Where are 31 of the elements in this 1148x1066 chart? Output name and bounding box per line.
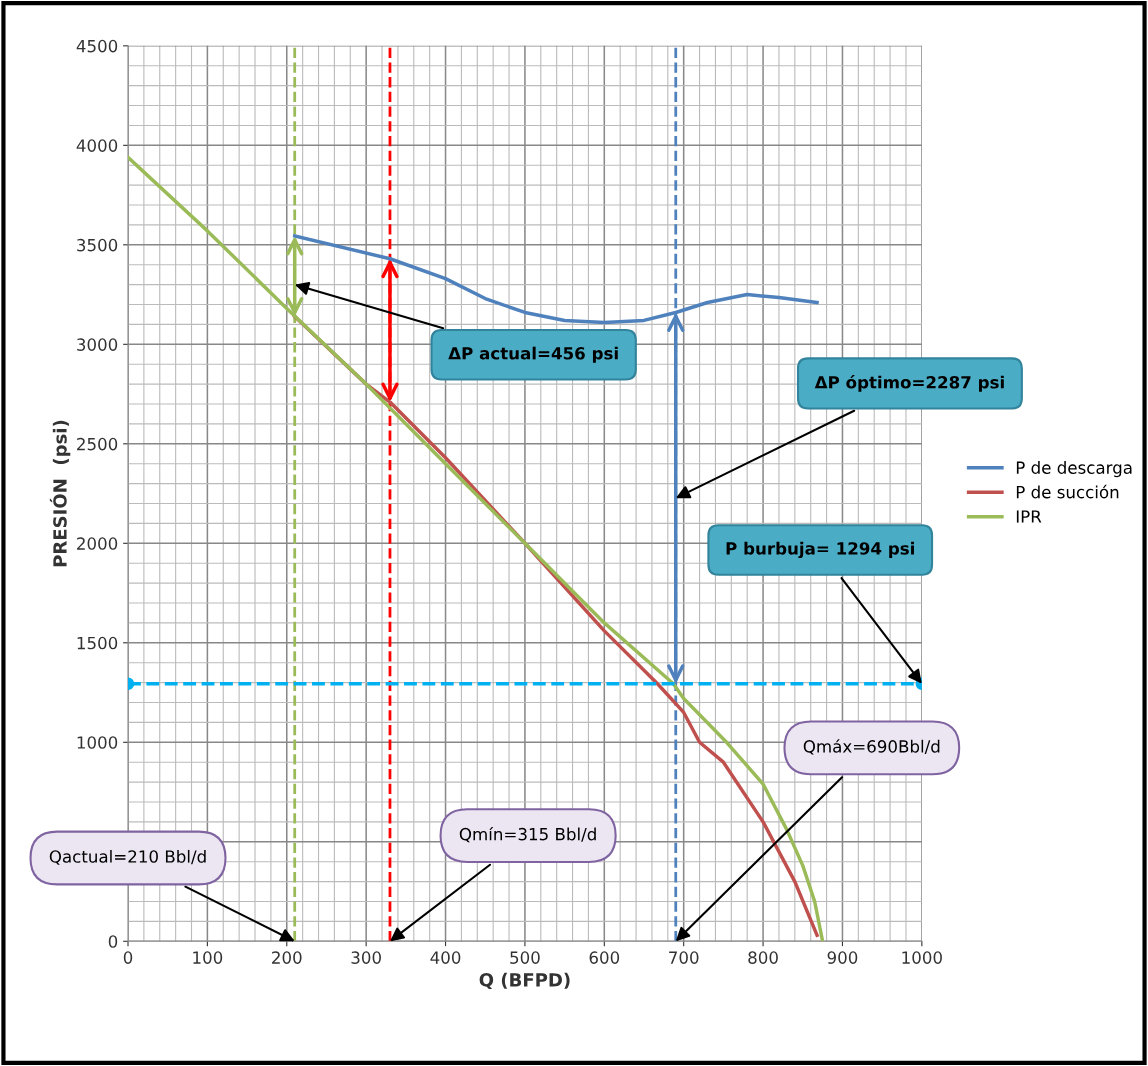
y-axis-title: PRESIÓN (psi) <box>49 420 71 567</box>
x-tick-label: 900 <box>827 951 858 964</box>
annotation: Qactual=210 Bbl/d <box>49 849 206 865</box>
annotation: Qmáx=690Bbl/d <box>803 739 940 755</box>
legend-label: P de succión <box>1016 484 1119 499</box>
y-tick-label: 3500 <box>77 238 118 252</box>
x-tick-label: 500 <box>510 951 540 964</box>
y-tick-label: 4500 <box>76 39 118 53</box>
legend-label: P de descarga <box>1016 461 1132 478</box>
x-axis-title: Q (BFPD) <box>479 972 570 990</box>
y-tick-label: 3000 <box>77 338 118 351</box>
y-tick-label: 1000 <box>77 736 118 749</box>
x-tick-label: 700 <box>669 951 699 964</box>
x-tick-label: 100 <box>193 951 223 964</box>
x-tick-label: 200 <box>272 951 302 964</box>
annotation: ΔP óptimo=2287 psi <box>814 375 1004 392</box>
y-tick-label: 1500 <box>77 636 118 650</box>
legend-label: IPR <box>1016 510 1042 523</box>
x-tick-label: 0 <box>123 951 133 964</box>
annotation: Qmín=315 Bbl/d <box>459 826 596 843</box>
annotation: ΔP actual=456 psi <box>448 346 618 363</box>
x-tick-label: 400 <box>430 951 461 964</box>
y-tick-label: 2000 <box>77 537 118 550</box>
y-tick-label: 2500 <box>77 437 118 451</box>
y-tick-label: 4000 <box>76 139 118 152</box>
x-tick-label: 800 <box>748 951 778 964</box>
x-tick-label: 600 <box>589 951 620 964</box>
x-tick-label: 300 <box>351 951 381 964</box>
annotation: P burbuja= 1294 psi <box>726 541 914 559</box>
y-tick-label: 0 <box>108 935 118 948</box>
x-tick-label: 1000 <box>902 951 942 964</box>
